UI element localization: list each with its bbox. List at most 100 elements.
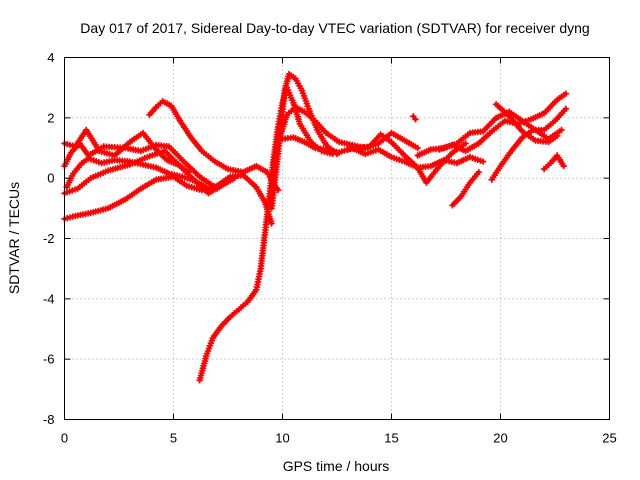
data-point [161, 99, 165, 103]
data-point [145, 155, 149, 159]
data-point [154, 178, 158, 182]
data-point [71, 172, 75, 176]
data-point [324, 131, 328, 135]
data-point [89, 211, 93, 215]
data-point [167, 144, 171, 149]
data-point [198, 378, 202, 382]
data-point [337, 150, 341, 155]
y-tick-label: -4 [43, 291, 55, 306]
data-point [302, 140, 306, 144]
y-tick-label: -8 [43, 412, 55, 427]
data-point [376, 141, 381, 146]
data-point [237, 307, 241, 311]
data-point [75, 187, 80, 191]
data-point [529, 117, 533, 121]
data-point [389, 131, 394, 135]
data-point [99, 161, 104, 165]
data-point [200, 149, 204, 153]
data-point [559, 128, 564, 132]
y-tick-label: -2 [43, 231, 55, 246]
data-point [455, 141, 459, 146]
data-point [477, 170, 481, 174]
data-point [450, 203, 455, 207]
data-point [555, 153, 559, 158]
data-point [128, 159, 132, 164]
data-point [265, 170, 269, 174]
data-point [73, 214, 77, 218]
chart-title: Day 017 of 2017, Sidereal Day-to-day VTE… [80, 20, 589, 36]
data-point [429, 147, 433, 152]
data-point [413, 117, 418, 121]
data-point [546, 140, 551, 144]
data-point [416, 153, 420, 158]
series-s6 [146, 98, 282, 194]
data-point [494, 102, 498, 106]
data-point [278, 134, 282, 138]
data-point [411, 114, 415, 118]
data-point [389, 140, 394, 144]
data-point [533, 138, 537, 143]
data-point [84, 128, 88, 132]
data-point [113, 153, 117, 158]
series-s13 [436, 90, 570, 155]
data-point [219, 324, 224, 328]
data-point [307, 107, 311, 111]
data-point [163, 149, 167, 153]
data-point [198, 175, 202, 179]
data-point [259, 267, 263, 271]
series-s17 [540, 152, 567, 173]
series-s5 [61, 126, 192, 176]
data-point [564, 107, 568, 111]
data-point [520, 129, 524, 134]
axis-ticks [64, 57, 610, 420]
data-point [154, 166, 158, 170]
plus-markers [449, 168, 482, 209]
data-point [106, 206, 110, 210]
data-point [167, 172, 171, 176]
data-point [542, 111, 546, 115]
data-point [254, 185, 258, 189]
data-point [455, 161, 459, 165]
data-point [416, 166, 420, 170]
data-point [379, 132, 383, 137]
data-point [429, 164, 433, 168]
data-point [246, 300, 250, 304]
x-axis-label: GPS time / hours [283, 458, 390, 474]
data-point [531, 128, 535, 132]
data-point [481, 129, 485, 134]
data-point [437, 164, 442, 168]
series-s7 [196, 84, 336, 384]
data-point [468, 155, 472, 159]
data-point [65, 185, 69, 189]
data-point [204, 185, 208, 189]
data-point [507, 114, 511, 118]
x-tick-label: 25 [602, 431, 616, 446]
data-point [147, 113, 152, 117]
data-point [324, 143, 328, 147]
data-point [283, 89, 287, 93]
data-point [357, 146, 361, 150]
data-point [270, 221, 274, 226]
data-point [291, 135, 295, 140]
data-point [291, 101, 295, 105]
data-point [437, 147, 442, 152]
data-point [73, 144, 77, 149]
data-point [368, 144, 372, 149]
data-point [464, 141, 468, 146]
data-point [97, 149, 101, 153]
data-point [226, 179, 230, 183]
data-point [324, 147, 328, 152]
data-point [169, 104, 173, 108]
y-tick-label: -6 [43, 352, 55, 367]
data-point [337, 140, 341, 144]
data-point [302, 110, 306, 114]
x-tick-label: 5 [170, 431, 177, 446]
data-point [102, 144, 106, 149]
data-point [204, 354, 208, 358]
data-point [520, 135, 524, 140]
series-trace [62, 173, 274, 226]
data-point [176, 162, 180, 167]
data-point [180, 158, 184, 162]
data-point [315, 128, 319, 132]
data-point [263, 230, 267, 235]
